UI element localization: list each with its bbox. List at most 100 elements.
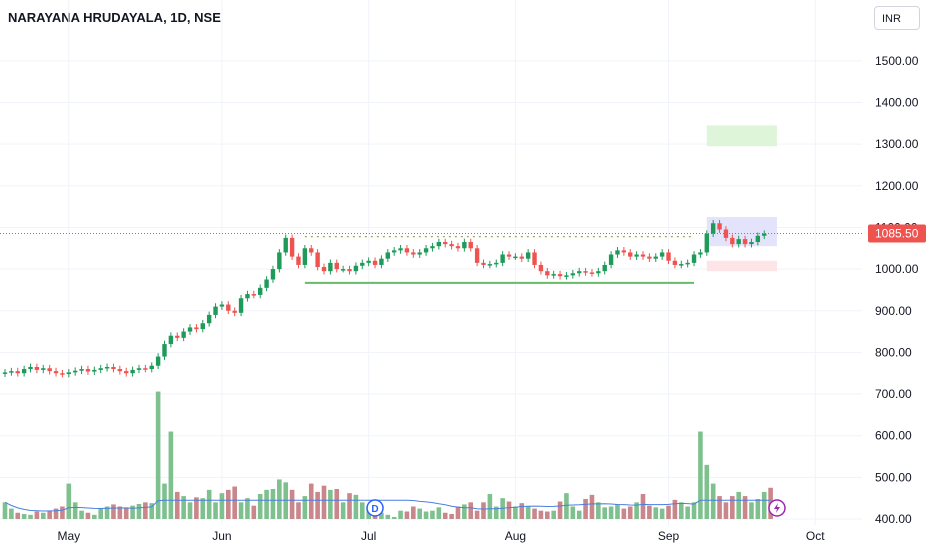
y-tick-label: 1500.00	[875, 54, 919, 68]
volume-bar	[194, 497, 199, 519]
volume-bar	[379, 512, 384, 519]
candle	[264, 279, 269, 288]
candle	[666, 252, 671, 261]
candle	[468, 242, 473, 249]
volume-bar	[710, 483, 716, 519]
candle	[283, 237, 288, 253]
candle	[385, 252, 390, 259]
volume-bar	[315, 491, 320, 519]
candle	[411, 252, 416, 255]
volume-bar	[123, 507, 129, 519]
volume-bar	[621, 508, 627, 519]
candle	[659, 252, 665, 257]
volume-bar	[15, 512, 21, 519]
candle	[360, 262, 365, 266]
y-tick-label: 400.00	[875, 512, 912, 526]
candle	[710, 223, 716, 234]
candle	[168, 335, 174, 345]
candle	[545, 271, 550, 276]
volume-bar	[761, 491, 767, 519]
candle	[691, 254, 697, 263]
candle	[41, 368, 46, 370]
volume-bar	[430, 510, 435, 519]
volume-bar	[200, 498, 206, 519]
volume-bar	[245, 498, 250, 519]
volume-bar	[289, 489, 295, 519]
candle	[372, 260, 378, 265]
volume-bar	[659, 508, 665, 519]
candle	[621, 250, 627, 253]
volume-bar	[53, 508, 59, 519]
volume-bar	[698, 431, 703, 519]
candle	[417, 252, 422, 255]
volume-bar	[162, 483, 167, 519]
volume-bar	[385, 514, 391, 519]
volume-bar	[564, 493, 569, 519]
volume-bar	[168, 431, 174, 519]
candle	[513, 256, 518, 259]
x-tick-label: Jun	[212, 529, 231, 543]
candle	[455, 246, 461, 249]
volume-bar	[47, 510, 52, 519]
candle	[149, 365, 154, 370]
volume-bar	[264, 489, 269, 519]
volume-bar	[232, 486, 237, 519]
y-tick-label: 1200.00	[875, 179, 919, 193]
dividend-marker	[366, 499, 384, 517]
dividend-marker-label: D	[371, 504, 378, 515]
candle	[494, 262, 499, 265]
volume-bar	[608, 506, 614, 519]
candle	[481, 262, 486, 265]
candle	[404, 248, 410, 253]
candle	[366, 260, 371, 263]
volume-bar	[442, 512, 448, 519]
volume-bar	[570, 506, 576, 519]
volume-bar	[685, 506, 690, 519]
candle	[21, 369, 27, 374]
volume-bar	[359, 502, 365, 519]
volume-bar	[455, 506, 461, 519]
candle	[85, 369, 91, 372]
candle	[130, 369, 135, 374]
volume-bar	[723, 502, 729, 519]
volume-bar	[672, 499, 678, 519]
candle	[391, 250, 397, 253]
volume-bar	[742, 496, 748, 519]
candle	[487, 264, 493, 266]
candle	[219, 304, 225, 307]
y-tick-label: 900.00	[875, 304, 912, 318]
volume-bar	[79, 510, 84, 519]
candle	[28, 366, 33, 370]
volume-bar	[28, 514, 33, 519]
candle	[583, 271, 588, 273]
volume-bar	[219, 493, 225, 519]
volume-ma-line	[4, 499, 771, 512]
volume-bar	[111, 504, 116, 519]
volume-bar	[653, 507, 659, 519]
candle	[9, 371, 14, 373]
volume-bar	[596, 502, 601, 519]
candle	[15, 371, 20, 374]
candle	[117, 369, 123, 372]
volume-bar	[391, 516, 397, 519]
volume-bar	[296, 502, 301, 519]
volume-bar	[749, 502, 754, 519]
volume-bar	[251, 505, 257, 519]
volume-bar	[704, 464, 710, 519]
candle	[717, 223, 722, 230]
candle	[551, 274, 556, 276]
candle	[462, 242, 467, 249]
candle	[270, 269, 276, 280]
volume-bar	[449, 514, 454, 519]
candle	[206, 314, 212, 324]
volume-bar	[187, 502, 193, 519]
volume-bar	[238, 502, 244, 519]
candle	[213, 306, 218, 315]
candle	[302, 248, 308, 265]
currency-button[interactable]: INR	[874, 6, 920, 30]
volume-bar	[340, 502, 346, 519]
candle	[570, 273, 576, 276]
candle	[564, 275, 569, 277]
volume-bar	[321, 485, 327, 519]
